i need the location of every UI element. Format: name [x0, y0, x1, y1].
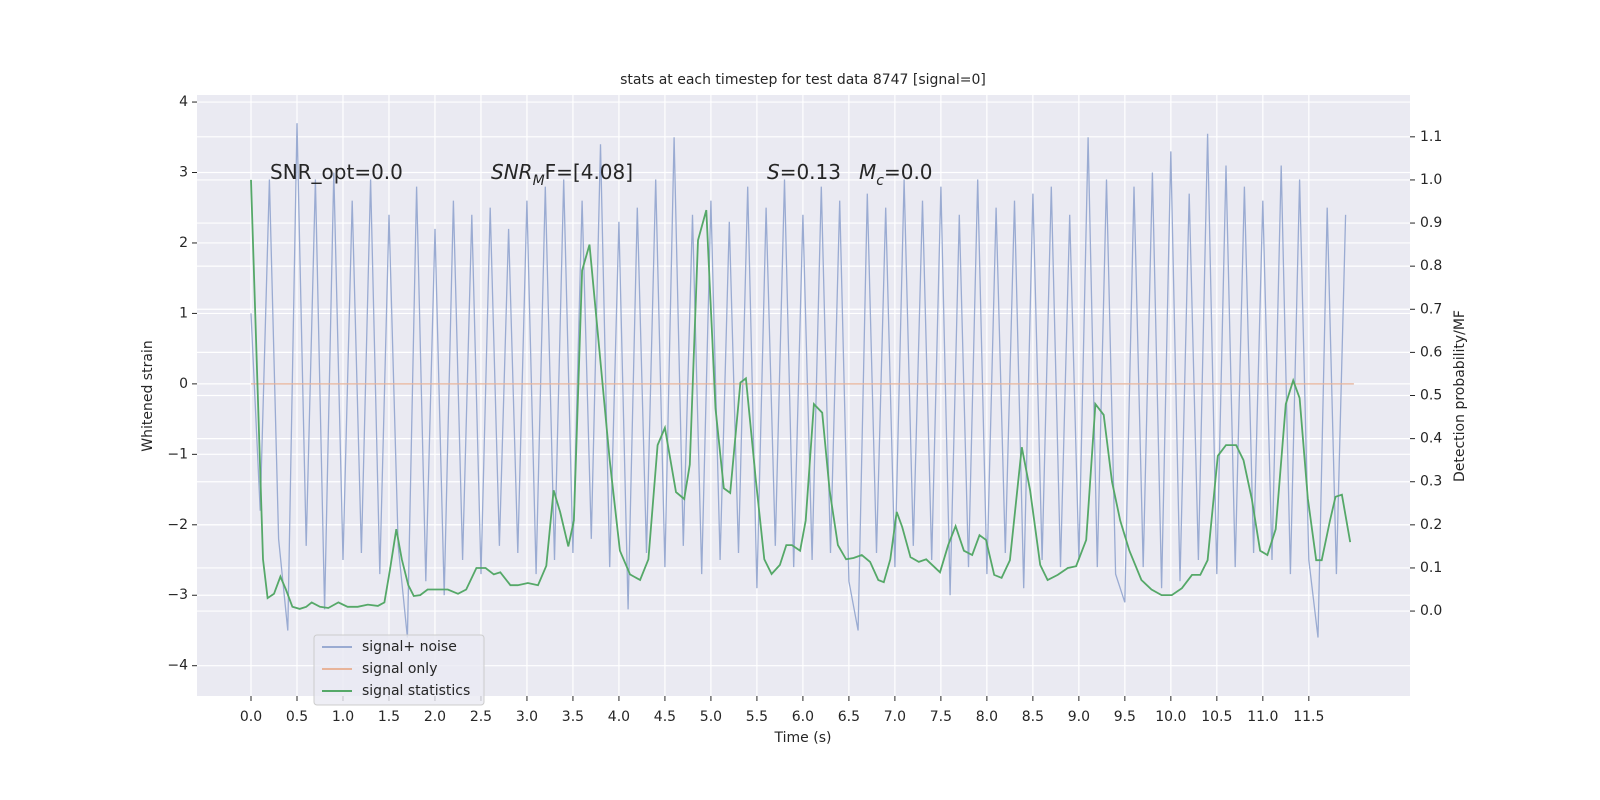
annotation-part: SNR_opt=0.0	[270, 160, 403, 184]
y-axis-label: Whitened strain	[140, 340, 156, 451]
annotation-part: M	[859, 160, 876, 184]
y2-axis-label: Detection probability/MF	[1452, 310, 1468, 482]
y-tick-label: 4	[179, 94, 188, 110]
y2-tick-label: 0.9	[1420, 215, 1442, 231]
y-tick-label: 0	[179, 376, 188, 392]
annotation: SNRMF=[4.08]	[491, 160, 633, 190]
series-line	[250, 179, 1352, 610]
y2-tick-label: 0.7	[1420, 301, 1442, 317]
y2-tick-label: 0.5	[1420, 388, 1442, 404]
y2-tick-label: 0.3	[1420, 474, 1442, 490]
x-tick-label: 1.0	[332, 709, 354, 725]
x-tick-label: 5.5	[746, 709, 768, 725]
annotation: Mc=0.0	[859, 160, 933, 190]
annotation-part: M	[533, 173, 545, 189]
x-tick-label: 0.5	[286, 709, 308, 725]
y-tick-label: −1	[167, 446, 188, 462]
y-tick-label: 3	[179, 165, 188, 181]
annotations: SNR_opt=0.0 SNRMF=[4.08] S=0.13 Mc=0.0	[270, 160, 933, 190]
annotation-part: SNR	[491, 160, 533, 184]
y-tick-label: 2	[179, 235, 188, 251]
x-tick-label: 7.5	[930, 709, 952, 725]
y2-tick-label: 0.4	[1420, 431, 1442, 447]
x-tick-label: 4.5	[654, 709, 676, 725]
y-tick-label: −4	[167, 658, 188, 674]
x-tick-label: 1.5	[378, 709, 400, 725]
annotation-part: =0.0	[884, 160, 933, 184]
series-line	[250, 123, 1347, 638]
chart-title: stats at each timestep for test data 874…	[620, 72, 986, 88]
annotation-part: =0.13	[780, 160, 841, 184]
annotation-part: F=[4.08]	[545, 160, 633, 184]
legend-label: signal+ noise	[362, 639, 457, 655]
x-tick-label: 8.0	[976, 709, 998, 725]
y-tick-label: −2	[167, 517, 188, 533]
labels: 0.0 0.5 1.0 1.5 2.0 2.5 3.0 3.5 4.0 4.5 5.0 5.5 6.0 6…	[167, 94, 1442, 725]
annotation: SNR_opt=0.0	[270, 160, 403, 184]
x-tick-label: 4.0	[608, 709, 630, 725]
x-tick-label: 8.5	[1022, 709, 1044, 725]
y2-tick-label: 0.8	[1420, 258, 1442, 274]
annotation-part: c	[876, 173, 884, 189]
x-tick-label: 5.0	[700, 709, 722, 725]
annotation: S=0.13	[767, 160, 841, 184]
x-tick-label: 3.0	[516, 709, 538, 725]
legend-label: signal only	[362, 661, 437, 677]
legend-label: signal statistics	[362, 683, 470, 699]
x-axis-label: Time (s)	[774, 730, 832, 746]
y2-tick-label: 1.0	[1420, 172, 1442, 188]
y-tick-label: −3	[167, 587, 188, 603]
x-tick-label: 6.5	[838, 709, 860, 725]
x-tick-label: 11.0	[1247, 709, 1278, 725]
legend: signal+ noise signal only signal statistic…	[313, 634, 485, 706]
y-tick-label: 1	[179, 305, 188, 321]
x-tick-label: 9.0	[1068, 709, 1090, 725]
y2-tick-label: 1.1	[1420, 129, 1442, 145]
marks	[250, 123, 1354, 638]
y2-tick-label: 0.1	[1420, 560, 1442, 576]
x-tick-label: 10.0	[1155, 709, 1186, 725]
x-tick-label: 2.0	[424, 709, 446, 725]
legend-box	[313, 634, 485, 706]
y2-tick-label: 0.6	[1420, 344, 1442, 360]
x-tick-label: 3.5	[562, 709, 584, 725]
x-tick-label: 7.0	[884, 709, 906, 725]
x-tick-label: 9.5	[1114, 709, 1136, 725]
y2-tick-label: 0.2	[1420, 517, 1442, 533]
x-tick-label: 2.5	[470, 709, 492, 725]
y2-tick-label: 0.0	[1420, 603, 1442, 619]
x-tick-label: 10.5	[1201, 709, 1232, 725]
x-tick-label: 11.5	[1293, 709, 1324, 725]
annotation-part: S	[767, 160, 780, 184]
x-tick-label: 6.0	[792, 709, 814, 725]
x-tick-label: 0.0	[240, 709, 262, 725]
